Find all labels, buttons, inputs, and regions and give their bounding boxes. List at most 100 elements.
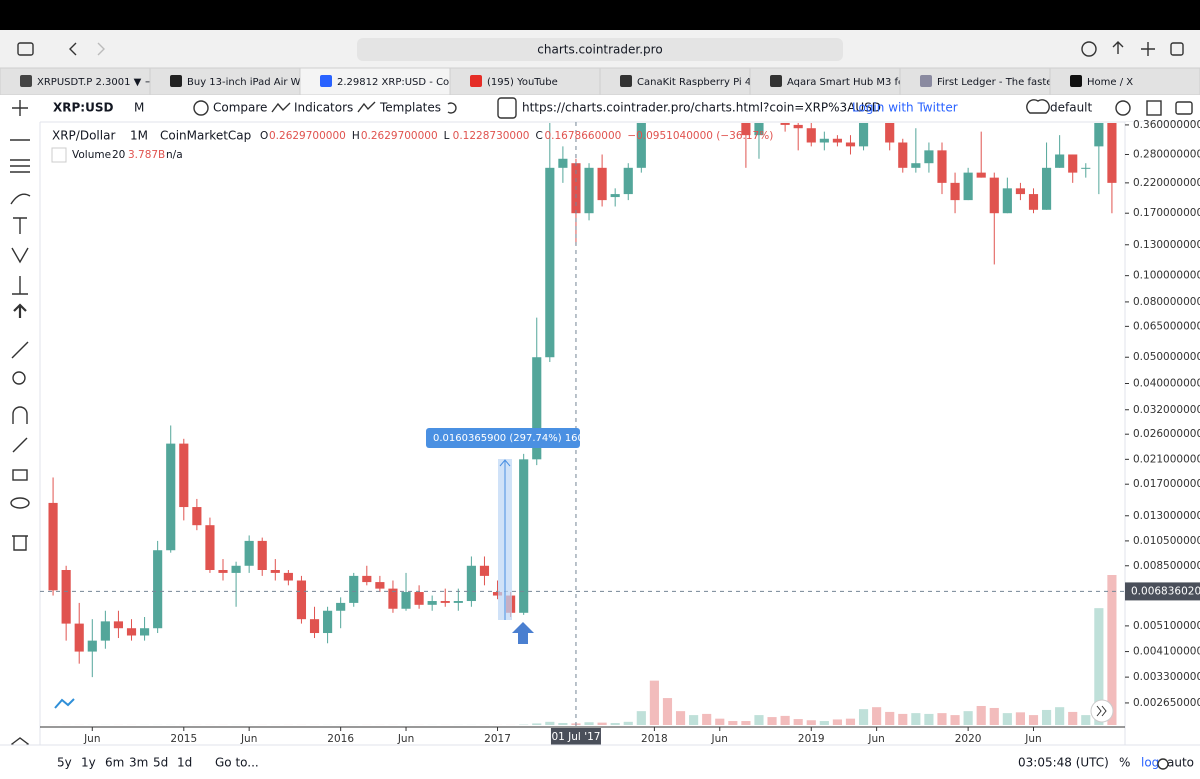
compare[interactable]: Compare <box>213 101 267 115</box>
candle-body <box>754 123 764 136</box>
range-button[interactable]: 1y <box>81 756 96 770</box>
arrow-marker <box>512 622 534 644</box>
volume-bar <box>584 722 594 725</box>
tab-title[interactable]: (195) YouTube <box>487 77 558 88</box>
settings[interactable] <box>1115 100 1131 116</box>
link[interactable]: https://charts.cointrader.pro/charts.htm… <box>522 101 881 115</box>
sidebar-button[interactable] <box>17 42 34 56</box>
candle-body <box>492 592 503 596</box>
candle-body <box>558 158 568 168</box>
tab-title[interactable]: Buy 13-inch iPad Air Wi-... <box>187 77 316 88</box>
candle-body <box>1094 123 1104 147</box>
volume-bar <box>872 707 882 725</box>
fullscreen[interactable] <box>1146 100 1162 116</box>
app-toolbar <box>0 95 1200 122</box>
volume-bar <box>793 719 803 725</box>
candle-body <box>832 138 842 143</box>
candle-body <box>192 507 202 526</box>
scroll-button[interactable] <box>1090 699 1114 723</box>
tab-title[interactable]: CanaKit Raspberry Pi 4... <box>637 77 761 88</box>
x-tick-label: 2015 <box>170 733 197 745</box>
x-tick-label: Jun <box>711 733 728 745</box>
tab-title[interactable]: 2.29812 XRP:USD - Coin... <box>337 77 468 88</box>
share[interactable] <box>1112 41 1124 54</box>
x-tick-label: 2017 <box>484 733 511 745</box>
forward-button[interactable] <box>97 42 105 56</box>
drawing-tools[interactable] <box>10 100 31 751</box>
candle-body <box>532 357 542 460</box>
login[interactable]: Login with Twitter <box>852 101 958 115</box>
measure-box <box>426 428 580 448</box>
layout[interactable]: default <box>1050 101 1093 115</box>
range-button[interactable]: 6m <box>105 756 124 770</box>
volume-bar <box>597 722 607 725</box>
candle-body <box>989 177 999 214</box>
tab-title[interactable]: XRPUSDT.P 2.3001 ▼ −2... <box>37 77 169 88</box>
candle-body <box>375 582 385 589</box>
tab-title[interactable]: Aqara Smart Hub M3 for... <box>787 77 917 88</box>
downloads[interactable] <box>1081 41 1097 57</box>
volume-ma: n/a <box>166 149 183 161</box>
range-button[interactable]: 1d <box>177 756 192 770</box>
legend-toggle[interactable] <box>51 147 67 163</box>
candle-body <box>153 550 163 629</box>
new-tab[interactable] <box>1141 42 1155 56</box>
candle-body <box>898 142 908 168</box>
candle-body <box>911 163 921 168</box>
x-tick-label: Jun <box>867 733 884 745</box>
candle-body <box>140 628 150 636</box>
axis-settings[interactable] <box>1157 758 1169 770</box>
volume-bar <box>1028 715 1039 725</box>
address-bar[interactable] <box>357 38 843 61</box>
candle-body <box>336 602 346 611</box>
clock: 03:05:48 (UTC) <box>1018 756 1109 770</box>
tab-overview[interactable] <box>1170 42 1184 56</box>
goto[interactable]: Go to... <box>215 756 259 770</box>
percent-toggle[interactable]: % <box>1119 756 1130 770</box>
candle-body <box>584 167 594 214</box>
tab-title[interactable]: First Ledger - The fastes... <box>937 77 1067 88</box>
undo[interactable] <box>447 102 457 114</box>
candle-body <box>845 142 856 147</box>
volume-bar <box>728 721 738 725</box>
volume-bar <box>858 709 869 725</box>
templates[interactable]: Templates <box>379 101 441 115</box>
price-axis <box>1125 122 1200 745</box>
candle-body <box>1041 167 1052 210</box>
tab-icon <box>170 75 182 87</box>
candle-body <box>257 540 267 571</box>
log-toggle[interactable]: log <box>1141 756 1159 770</box>
range-button[interactable]: 3m <box>129 756 148 770</box>
tab-title[interactable]: Home / X <box>1087 77 1133 88</box>
candle-body <box>362 575 372 583</box>
screenshot[interactable] <box>1175 101 1193 115</box>
range-button[interactable]: 5d <box>153 756 168 770</box>
auto-toggle[interactable]: auto <box>1167 756 1194 770</box>
candle-body <box>100 621 110 641</box>
candle-body <box>793 124 803 129</box>
compare-icon <box>193 100 209 116</box>
range-button[interactable]: 5y <box>57 756 72 770</box>
legend-bg <box>50 125 480 165</box>
back-button[interactable] <box>69 42 77 56</box>
indicators[interactable]: Indicators <box>294 101 353 115</box>
tab[interactable] <box>149 67 301 96</box>
candle-body <box>61 570 71 624</box>
date-label-bg <box>550 728 601 745</box>
volume-bar <box>662 698 673 725</box>
link-icon <box>497 97 517 119</box>
volume-bar <box>924 713 934 725</box>
symbol[interactable]: XRP:USD <box>53 101 113 115</box>
legend-change: −0.0951040000 (−36.17%) <box>627 130 773 142</box>
candle-body <box>427 601 437 605</box>
interval[interactable]: M <box>134 101 144 115</box>
